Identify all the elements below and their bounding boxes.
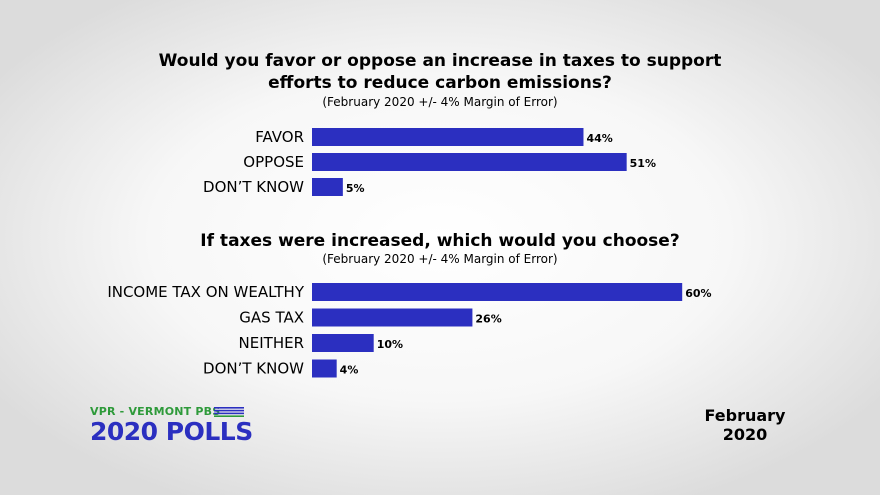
chart1-category-label-2: OPPOSE (243, 153, 304, 171)
chart1-value-label-3: 5% (346, 182, 365, 195)
chart1-subtitle: (February 2020 +/- 4% Margin of Error) (322, 95, 558, 109)
date-year: 2020 (722, 425, 768, 444)
chart1-category-label-1: FAVOR (255, 128, 304, 146)
chart2-value-label-2: 26% (475, 313, 501, 326)
logo-polls-text: 2020 POLLS (90, 417, 253, 446)
chart1-value-label-2: 51% (630, 157, 656, 170)
chart1-value-label-1: 44% (586, 132, 612, 145)
chart2-value-label-4: 4% (340, 364, 359, 377)
logo-stripes-icon (214, 407, 244, 417)
chart2-bar-1 (312, 283, 683, 301)
chart2-category-label-3: NEITHER (239, 334, 304, 352)
chart2-category-label-1: INCOME TAX ON WEALTHY (107, 283, 305, 301)
chart1-bar-2 (312, 153, 627, 171)
chart2-value-label-1: 60% (685, 287, 711, 300)
chart2-bar-2 (312, 308, 473, 327)
logo-network-text: VPR - VERMONT PBS (90, 405, 221, 418)
chart1-title-line1: Would you favor or oppose an increase in… (158, 51, 722, 71)
chart2-bar-4 (312, 359, 337, 378)
date-label: February 2020 (690, 406, 800, 444)
chart1-bar-1 (312, 128, 584, 146)
chart2-subtitle: (February 2020 +/- 4% Margin of Error) (322, 252, 558, 266)
vpr-vermont-pbs-logo: VPR - VERMONT PBS 2020 POLLS (90, 405, 280, 455)
chart1-bar-3 (312, 178, 343, 196)
chart2-category-label-2: GAS TAX (239, 309, 304, 327)
date-month: February (704, 406, 786, 425)
chart2-title: If taxes were increased, which would you… (200, 231, 680, 251)
chart2-category-label-4: DON’T KNOW (203, 360, 304, 378)
chart2-value-label-3: 10% (377, 338, 403, 351)
chart2-bar-3 (312, 334, 374, 352)
chart1-category-label-3: DON’T KNOW (203, 178, 304, 196)
chart1-title-line2: efforts to reduce carbon emissions? (268, 73, 612, 93)
